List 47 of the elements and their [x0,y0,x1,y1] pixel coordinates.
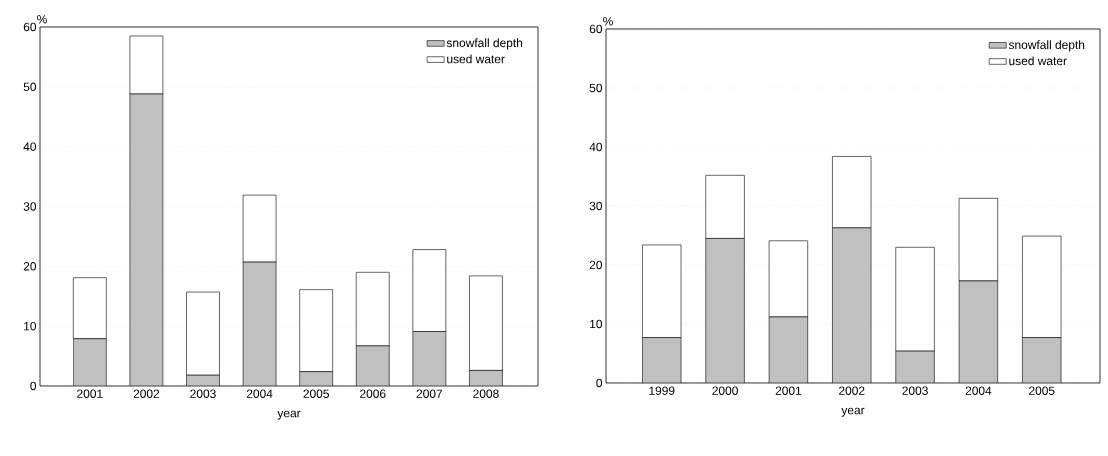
x-tick-label: 2005 [1029,386,1055,395]
x-tick-label: 2003 [190,389,216,398]
y-axis-title: % [603,17,613,26]
bar [356,345,390,386]
x-tick-label: 2006 [360,389,386,398]
x-tick-label: 1999 [649,386,675,395]
y-tick-label: 10 [24,321,37,331]
bar [299,289,333,372]
y-tick-label: 10 [590,319,603,329]
x-tick-label: 2001 [775,386,802,395]
x-axis-title: year [841,407,865,417]
legend-label: used water [1009,56,1067,66]
x-axis-title: year [277,410,301,420]
bar [243,262,277,386]
x-tick-label: 2005 [303,389,329,398]
y-tick-label: 20 [589,260,603,270]
x-tick-label: 2007 [416,389,443,398]
y-tick-label: 40 [23,142,37,151]
bar [129,94,163,386]
y-tick-label: 30 [23,202,37,211]
y-tick-label: 30 [589,201,603,211]
bar [355,272,390,347]
x-tick-label: 2008 [473,389,499,398]
x-tick-label: 2001 [77,389,103,398]
y-tick-label: 0 [596,378,603,388]
y-tick-label: 60 [23,22,37,32]
x-tick-label: 2002 [133,389,160,398]
legend-label: snowfall depth [446,38,523,50]
y-tick-label: 50 [589,83,603,93]
y-tick-label: 40 [589,142,603,152]
bar [412,331,446,386]
y-tick-label: 50 [23,82,37,92]
x-tick-label: 2003 [902,386,928,395]
x-tick-label: 2000 [712,386,738,395]
bar [186,291,220,376]
x-tick-label: 2004 [246,389,273,398]
bar [412,249,447,332]
bar [242,194,277,263]
y-tick-label: 20 [23,262,37,271]
legend-label: used water [447,54,505,64]
x-tick-label: 2002 [839,386,865,395]
y-tick-label: 60 [589,24,603,34]
y-axis-title: % [37,15,47,24]
legend-label: snowfall depth [1008,40,1085,52]
bar [73,338,107,386]
y-tick-label: 0 [30,381,37,391]
x-tick-label: 2004 [965,386,992,395]
